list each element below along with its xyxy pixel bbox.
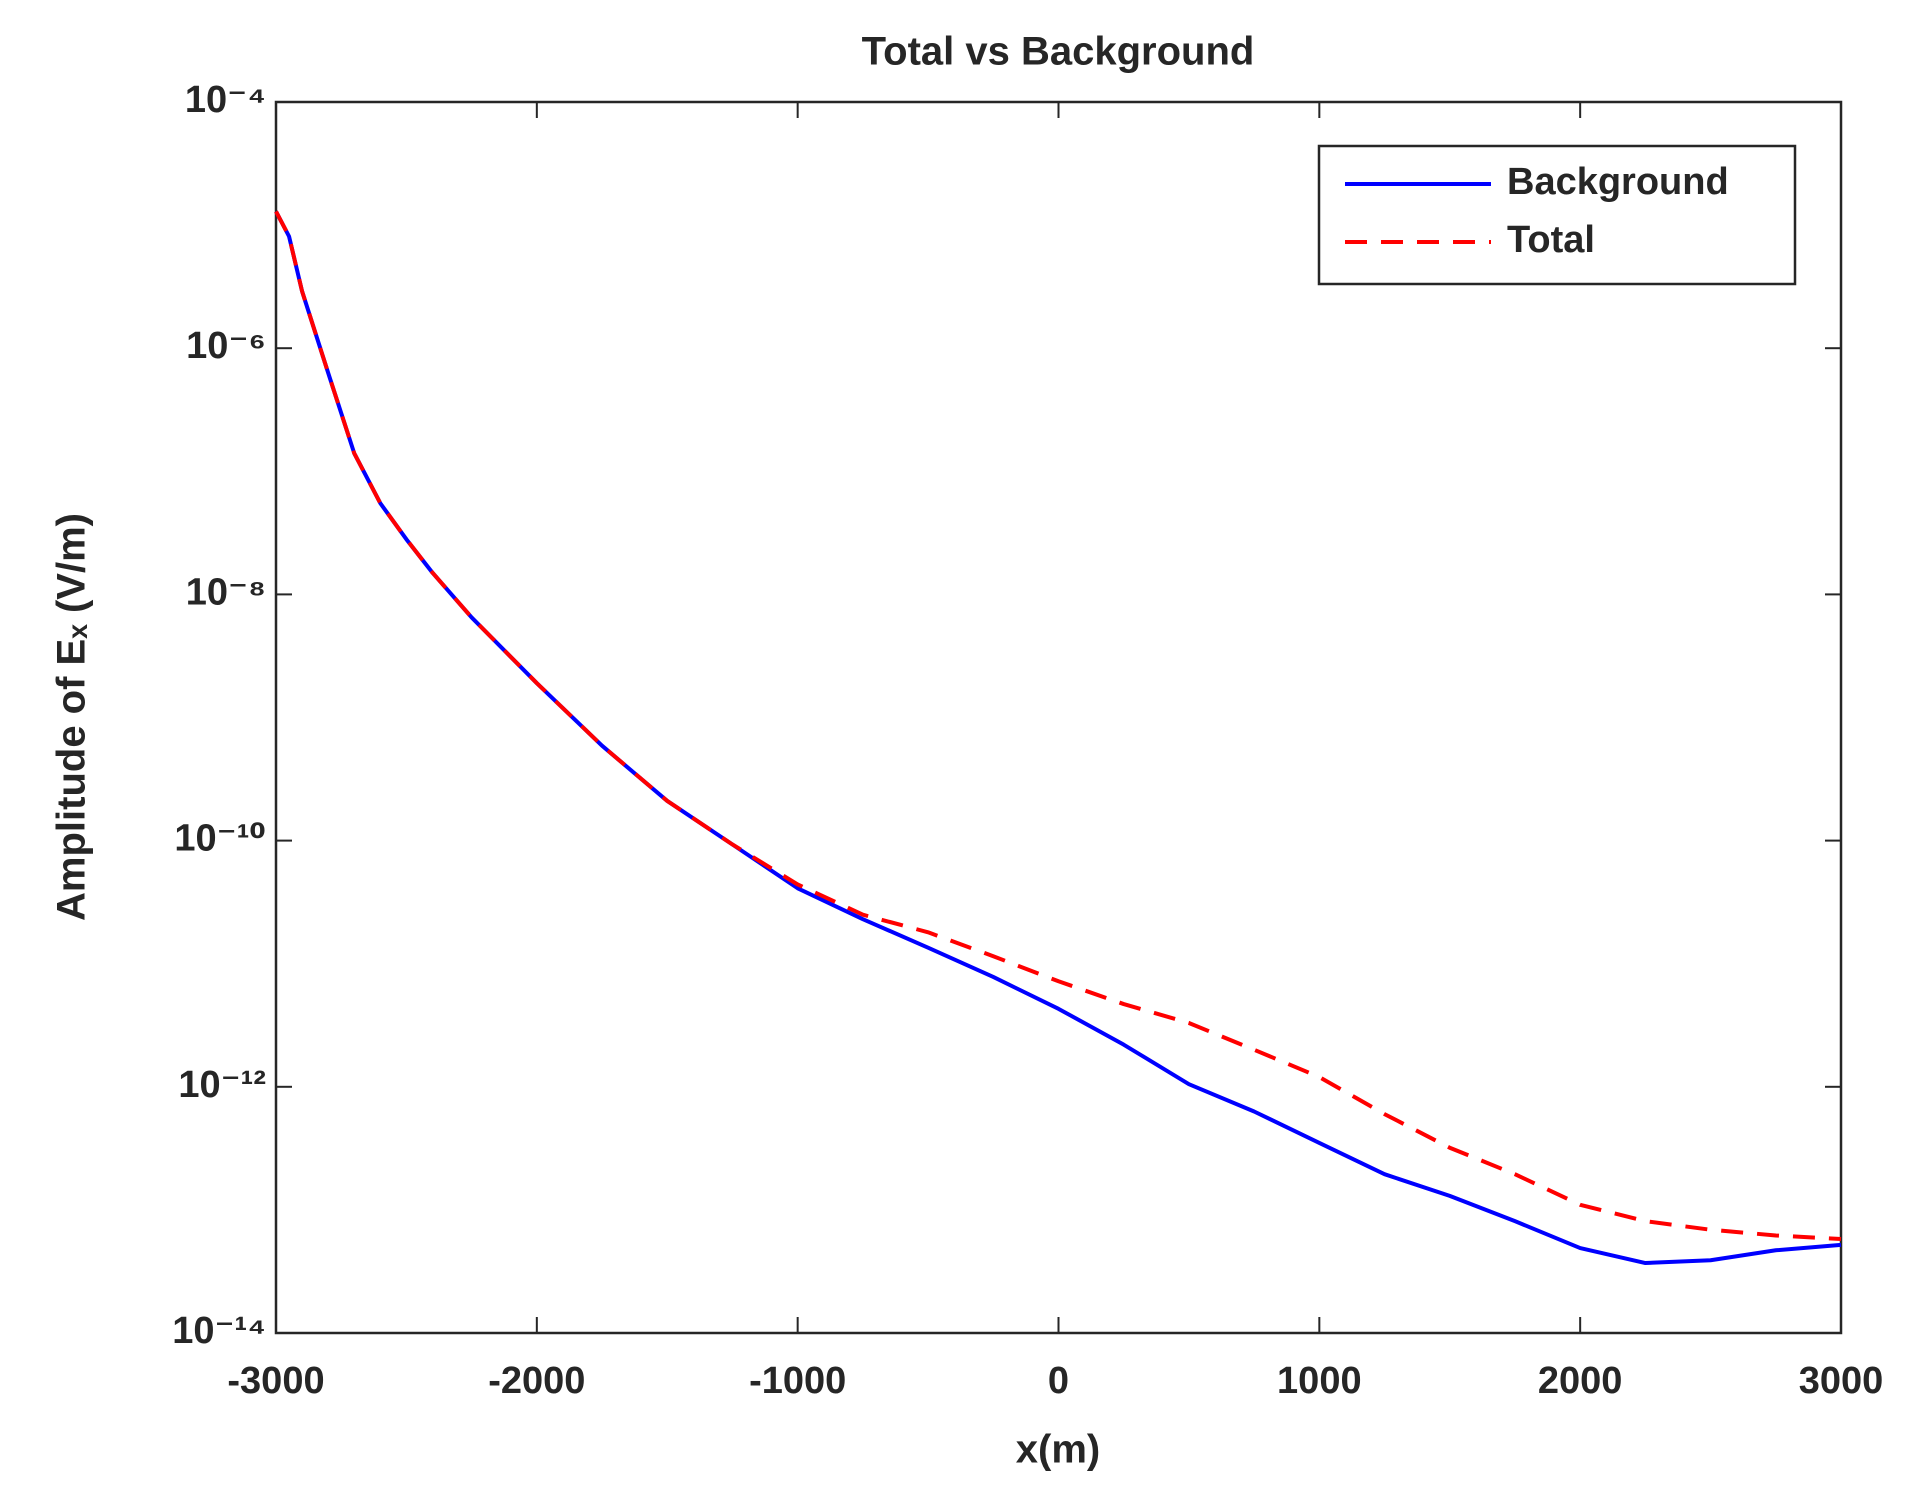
data-line [274, 210, 1842, 1242]
y-tick-label: 10⁻⁴ [185, 79, 266, 121]
y-tick-label: 10⁻⁸ [186, 571, 266, 613]
y-tick-label: 10⁻¹² [178, 1064, 266, 1106]
x-tick-label: -2000 [488, 1360, 585, 1402]
x-tick-label: -1000 [749, 1360, 846, 1402]
y-tick-label: 10⁻¹⁰ [174, 818, 266, 860]
x-tick-label: 2000 [1538, 1360, 1623, 1402]
x-tick-label: 0 [1048, 1360, 1069, 1402]
legend-label: Total [1507, 219, 1595, 261]
x-tick-label: -3000 [227, 1360, 324, 1402]
chart-title: Total vs Background [862, 30, 1255, 74]
y-axis-label: Amplitude of Eₓ (V/m) [50, 513, 94, 921]
legend-label: Background [1507, 161, 1729, 203]
x-axis-label: x(m) [1016, 1428, 1100, 1472]
y-tick-label: 10⁻¹⁴ [172, 1310, 266, 1352]
legend-box [1317, 144, 1797, 286]
y-tick-label: 10⁻⁶ [186, 325, 266, 367]
x-tick-label: 3000 [1799, 1360, 1884, 1402]
plot-area [274, 100, 1843, 1335]
x-tick-label: 1000 [1277, 1360, 1362, 1402]
